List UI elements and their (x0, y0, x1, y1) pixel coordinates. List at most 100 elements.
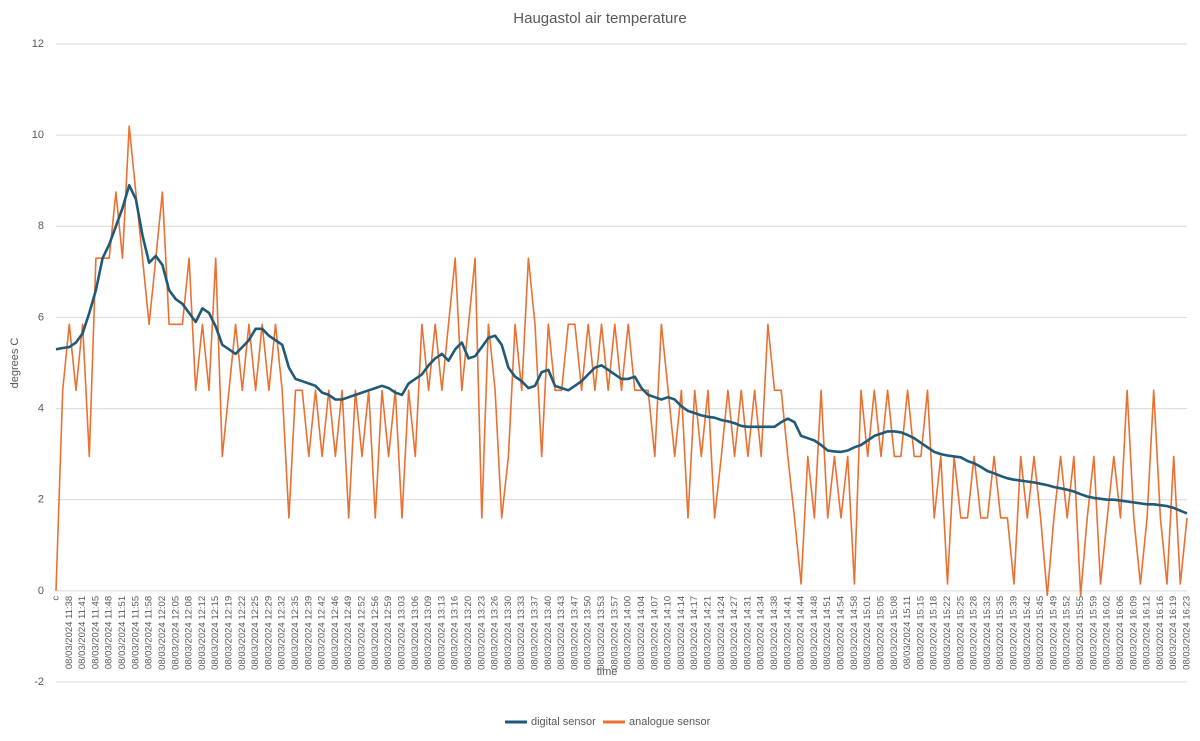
y-tick-label: 4 (38, 402, 44, 414)
x-tick-label: 08/03/2024 12:52 (357, 596, 368, 670)
x-tick-label: 08/03/2024 12:39 (303, 596, 314, 670)
x-tick-label: 08/03/2024 13:50 (583, 596, 594, 670)
x-tick-label: 08/03/2024 11:55 (130, 596, 141, 669)
x-tick-label: 08/03/2024 13:40 (543, 596, 554, 670)
y-tick-label: 10 (32, 129, 44, 141)
x-tick-label: 08/03/2024 13:43 (556, 596, 567, 670)
chart-title: Haugastol air temperature (513, 10, 686, 27)
y-tick-label: 0 (38, 585, 44, 597)
x-tick-label: 08/03/2024 13:03 (396, 596, 407, 670)
y-tick-label: 12 (32, 38, 44, 50)
x-tick-label: 08/03/2024 11:38 (64, 596, 75, 669)
x-tick-label: 08/03/2024 14:00 (623, 596, 634, 670)
x-tick-label: c (51, 596, 62, 601)
x-tick-label: 08/03/2024 12:02 (157, 596, 168, 670)
x-tick-label: 08/03/2024 14:31 (742, 596, 753, 670)
x-tick-label: 08/03/2024 13:33 (516, 596, 527, 670)
x-tick-label: 08/03/2024 13:16 (450, 596, 461, 670)
x-tick-label: 08/03/2024 15:32 (982, 596, 993, 670)
x-tick-label: 08/03/2024 14:07 (649, 596, 660, 670)
legend-label: analogue sensor (629, 716, 711, 728)
x-tick-label: 08/03/2024 12:32 (277, 596, 288, 670)
x-tick-label: 08/03/2024 15:05 (875, 596, 886, 670)
x-tick-label: 08/03/2024 11:48 (104, 596, 115, 669)
x-tick-label: 08/03/2024 16:06 (1115, 596, 1126, 670)
x-tick-label: 08/03/2024 12:49 (343, 596, 354, 670)
x-tick-label: 08/03/2024 14:27 (729, 596, 740, 670)
x-tick-label: 08/03/2024 15:18 (929, 596, 940, 670)
y-tick-label: -2 (34, 676, 44, 688)
x-tick-label: 08/03/2024 12:35 (290, 596, 301, 670)
x-tick-label: 08/03/2024 14:21 (703, 596, 714, 670)
x-tick-label: 08/03/2024 14:41 (782, 596, 793, 670)
x-tick-label: 08/03/2024 16:02 (1102, 596, 1113, 670)
x-tick-label: 08/03/2024 13:13 (436, 596, 447, 670)
x-tick-label: 08/03/2024 14:54 (836, 596, 847, 670)
x-tick-label: 08/03/2024 15:25 (955, 596, 966, 670)
x-tick-label: 08/03/2024 14:14 (676, 596, 687, 670)
x-tick-label: 08/03/2024 14:51 (822, 596, 833, 670)
x-tick-label: 08/03/2024 13:23 (476, 596, 487, 670)
x-tick-label: 08/03/2024 11:41 (77, 596, 88, 669)
x-tick-label: 08/03/2024 14:48 (809, 596, 820, 670)
x-tick-label: 08/03/2024 16:09 (1128, 596, 1139, 670)
x-tick-label: 08/03/2024 12:22 (237, 596, 248, 670)
series-line (55, 125, 1188, 597)
x-tick-label: 08/03/2024 14:38 (769, 596, 780, 670)
y-tick-label: 8 (38, 220, 44, 232)
x-tick-label: 08/03/2024 13:20 (463, 596, 474, 670)
x-tick-label: 08/03/2024 12:59 (383, 596, 394, 670)
x-tick-label: 08/03/2024 14:24 (716, 596, 727, 670)
x-tick-label: 08/03/2024 13:57 (609, 596, 620, 670)
x-tick-label: 08/03/2024 15:11 (902, 596, 913, 669)
x-tick-label: 08/03/2024 12:19 (223, 596, 234, 670)
x-tick-label: 08/03/2024 15:42 (1022, 596, 1033, 670)
x-tick-label: 08/03/2024 12:42 (317, 596, 328, 670)
x-tick-label: 08/03/2024 14:44 (796, 596, 807, 670)
x-tick-label: 08/03/2024 11:58 (144, 596, 155, 669)
x-tick-label: 08/03/2024 15:22 (942, 596, 953, 670)
x-tick-label: 08/03/2024 14:34 (756, 596, 767, 670)
x-tick-label: 08/03/2024 12:12 (197, 596, 208, 670)
x-tick-label: 08/03/2024 16:23 (1182, 596, 1193, 670)
x-tick-label: 08/03/2024 15:35 (995, 596, 1006, 670)
x-tick-label: 08/03/2024 13:37 (530, 596, 541, 670)
x-tick-label: 08/03/2024 13:09 (423, 596, 434, 670)
x-tick-label: 08/03/2024 13:30 (503, 596, 514, 670)
x-tick-label: 08/03/2024 12:46 (330, 596, 341, 670)
x-tick-label: 08/03/2024 14:58 (849, 596, 860, 670)
x-tick-label: 08/03/2024 13:47 (569, 596, 580, 670)
x-tick-label: 08/03/2024 12:08 (184, 596, 195, 670)
x-axis-label: time (597, 666, 618, 678)
x-tick-label: 08/03/2024 15:52 (1062, 596, 1073, 670)
x-tick-label: 08/03/2024 13:26 (490, 596, 501, 670)
x-tick-label: 08/03/2024 13:06 (410, 596, 421, 670)
x-tick-label: 08/03/2024 15:39 (1009, 596, 1020, 670)
legend-label: digital sensor (531, 716, 596, 728)
x-tick-label: 08/03/2024 14:17 (689, 596, 700, 670)
x-tick-label: 08/03/2024 15:01 (862, 596, 873, 670)
x-tick-label: 08/03/2024 12:25 (250, 596, 261, 670)
y-axis-label: degrees C (9, 338, 21, 389)
x-tick-label: 08/03/2024 14:10 (663, 596, 674, 670)
x-tick-label: 08/03/2024 12:15 (210, 596, 221, 670)
x-tick-label: 08/03/2024 12:05 (170, 596, 181, 670)
y-tick-label: 6 (38, 311, 44, 323)
x-tick-label: 08/03/2024 11:51 (117, 596, 128, 669)
x-tick-label: 08/03/2024 15:45 (1035, 596, 1046, 670)
x-tick-label: 08/03/2024 15:59 (1088, 596, 1099, 670)
x-tick-label: 08/03/2024 12:29 (263, 596, 274, 670)
x-tick-label: 08/03/2024 15:28 (969, 596, 980, 670)
x-tick-label: 08/03/2024 15:15 (915, 596, 926, 670)
x-tick-label: 08/03/2024 15:55 (1075, 596, 1086, 670)
y-tick-label: 2 (38, 494, 44, 506)
x-tick-label: 08/03/2024 16:19 (1168, 596, 1179, 670)
x-tick-label: 08/03/2024 16:16 (1155, 596, 1166, 670)
x-tick-label: 08/03/2024 14:04 (636, 596, 647, 670)
x-tick-label: 08/03/2024 12:56 (370, 596, 381, 670)
series-line (55, 184, 1188, 515)
x-tick-label: 08/03/2024 11:45 (90, 596, 101, 669)
x-tick-label: 08/03/2024 15:08 (889, 596, 900, 670)
